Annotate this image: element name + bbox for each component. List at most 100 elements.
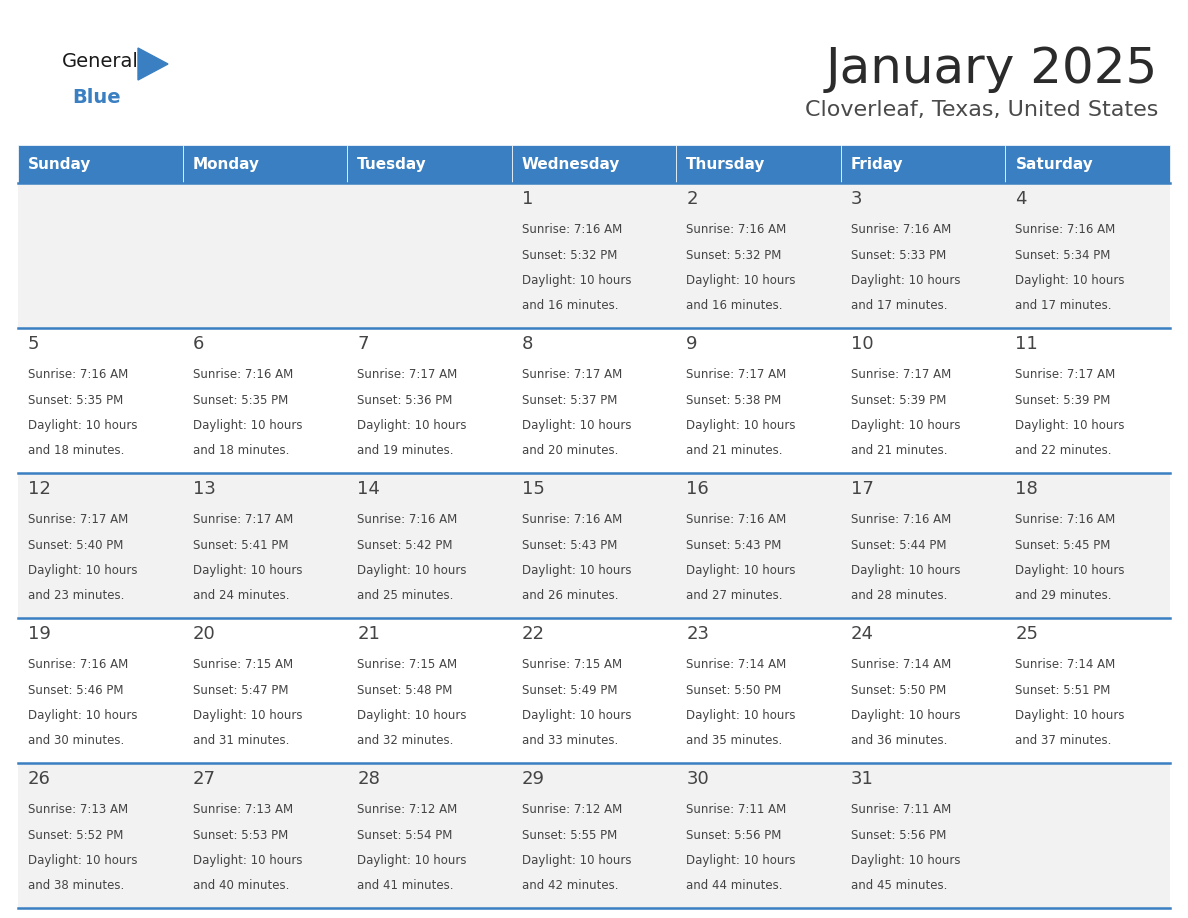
Text: and 22 minutes.: and 22 minutes. [1016, 444, 1112, 457]
Text: Daylight: 10 hours: Daylight: 10 hours [687, 274, 796, 287]
Bar [18, 473, 183, 618]
Text: 13: 13 [192, 480, 215, 498]
Text: 25: 25 [1016, 625, 1038, 643]
Text: and 27 minutes.: and 27 minutes. [687, 589, 783, 602]
Text: and 45 minutes.: and 45 minutes. [851, 879, 947, 892]
Bar [183, 763, 347, 908]
Text: Daylight: 10 hours: Daylight: 10 hours [358, 854, 467, 868]
Text: 19: 19 [29, 625, 51, 643]
Bar [1005, 473, 1170, 618]
Text: Sunrise: 7:14 AM: Sunrise: 7:14 AM [851, 658, 952, 671]
Text: Sunrise: 7:11 AM: Sunrise: 7:11 AM [851, 803, 952, 816]
Text: 30: 30 [687, 770, 709, 788]
Text: Sunrise: 7:15 AM: Sunrise: 7:15 AM [358, 658, 457, 671]
Text: Sunrise: 7:16 AM: Sunrise: 7:16 AM [687, 513, 786, 526]
Text: 26: 26 [29, 770, 51, 788]
Text: Sunrise: 7:14 AM: Sunrise: 7:14 AM [687, 658, 786, 671]
Text: Daylight: 10 hours: Daylight: 10 hours [1016, 274, 1125, 287]
Text: Sunset: 5:41 PM: Sunset: 5:41 PM [192, 539, 287, 552]
Text: and 21 minutes.: and 21 minutes. [851, 444, 947, 457]
Text: 17: 17 [851, 480, 873, 498]
Text: Sunset: 5:56 PM: Sunset: 5:56 PM [687, 829, 782, 842]
Text: 7: 7 [358, 335, 368, 353]
Bar [183, 473, 347, 618]
Text: Daylight: 10 hours: Daylight: 10 hours [29, 854, 138, 868]
Text: 31: 31 [851, 770, 873, 788]
Text: Sunset: 5:35 PM: Sunset: 5:35 PM [29, 394, 124, 407]
Text: Daylight: 10 hours: Daylight: 10 hours [192, 709, 302, 722]
Text: Sunset: 5:51 PM: Sunset: 5:51 PM [1016, 684, 1111, 697]
Bar [183, 183, 347, 328]
Text: Sunset: 5:55 PM: Sunset: 5:55 PM [522, 829, 617, 842]
Text: and 20 minutes.: and 20 minutes. [522, 444, 618, 457]
Text: Sunrise: 7:17 AM: Sunrise: 7:17 AM [522, 368, 623, 381]
Text: 16: 16 [687, 480, 709, 498]
Text: Sunset: 5:39 PM: Sunset: 5:39 PM [851, 394, 946, 407]
Bar [18, 328, 183, 473]
Text: 15: 15 [522, 480, 544, 498]
Text: 18: 18 [1016, 480, 1038, 498]
Text: Sunset: 5:52 PM: Sunset: 5:52 PM [29, 829, 124, 842]
Text: Sunrise: 7:15 AM: Sunrise: 7:15 AM [522, 658, 621, 671]
Bar [676, 473, 841, 618]
Text: 12: 12 [29, 480, 51, 498]
Text: Sunrise: 7:16 AM: Sunrise: 7:16 AM [851, 513, 952, 526]
Text: and 17 minutes.: and 17 minutes. [851, 299, 947, 312]
Text: Sunset: 5:54 PM: Sunset: 5:54 PM [358, 829, 453, 842]
Text: Daylight: 10 hours: Daylight: 10 hours [192, 564, 302, 577]
Text: 11: 11 [1016, 335, 1038, 353]
Bar [18, 618, 183, 763]
Text: Sunrise: 7:17 AM: Sunrise: 7:17 AM [29, 513, 128, 526]
Text: and 38 minutes.: and 38 minutes. [29, 879, 125, 892]
Text: Daylight: 10 hours: Daylight: 10 hours [522, 420, 631, 432]
Text: and 16 minutes.: and 16 minutes. [522, 299, 618, 312]
Text: Daylight: 10 hours: Daylight: 10 hours [358, 564, 467, 577]
Text: and 42 minutes.: and 42 minutes. [522, 879, 618, 892]
Bar [512, 183, 676, 328]
Bar [512, 328, 676, 473]
Text: Blue: Blue [72, 88, 121, 107]
Bar [347, 328, 512, 473]
Text: and 29 minutes.: and 29 minutes. [1016, 589, 1112, 602]
Text: and 24 minutes.: and 24 minutes. [192, 589, 289, 602]
Bar [841, 763, 1005, 908]
Text: Sunset: 5:37 PM: Sunset: 5:37 PM [522, 394, 617, 407]
Text: Sunset: 5:45 PM: Sunset: 5:45 PM [1016, 539, 1111, 552]
Polygon shape [138, 48, 168, 80]
Text: Sunrise: 7:16 AM: Sunrise: 7:16 AM [358, 513, 457, 526]
Text: Sunrise: 7:11 AM: Sunrise: 7:11 AM [687, 803, 786, 816]
Text: 5: 5 [29, 335, 39, 353]
Text: and 33 minutes.: and 33 minutes. [522, 734, 618, 747]
Text: Daylight: 10 hours: Daylight: 10 hours [358, 420, 467, 432]
Bar [183, 145, 347, 183]
Text: 1: 1 [522, 190, 533, 208]
Text: 24: 24 [851, 625, 874, 643]
Bar [347, 183, 512, 328]
Bar [347, 473, 512, 618]
Text: 6: 6 [192, 335, 204, 353]
Text: Sunrise: 7:12 AM: Sunrise: 7:12 AM [522, 803, 623, 816]
Text: Sunrise: 7:16 AM: Sunrise: 7:16 AM [851, 223, 952, 236]
Text: Sunrise: 7:16 AM: Sunrise: 7:16 AM [1016, 223, 1116, 236]
Text: 14: 14 [358, 480, 380, 498]
Text: Sunset: 5:32 PM: Sunset: 5:32 PM [522, 249, 617, 262]
Bar [841, 473, 1005, 618]
Text: Sunrise: 7:16 AM: Sunrise: 7:16 AM [1016, 513, 1116, 526]
Text: Sunrise: 7:17 AM: Sunrise: 7:17 AM [192, 513, 292, 526]
Text: Sunset: 5:44 PM: Sunset: 5:44 PM [851, 539, 947, 552]
Text: and 17 minutes.: and 17 minutes. [1016, 299, 1112, 312]
Text: Daylight: 10 hours: Daylight: 10 hours [851, 854, 960, 868]
Text: Sunset: 5:40 PM: Sunset: 5:40 PM [29, 539, 124, 552]
Text: Sunrise: 7:16 AM: Sunrise: 7:16 AM [522, 223, 623, 236]
Text: and 36 minutes.: and 36 minutes. [851, 734, 947, 747]
Text: Sunset: 5:46 PM: Sunset: 5:46 PM [29, 684, 124, 697]
Text: Sunrise: 7:14 AM: Sunrise: 7:14 AM [1016, 658, 1116, 671]
Text: Sunset: 5:50 PM: Sunset: 5:50 PM [687, 684, 782, 697]
Text: Friday: Friday [851, 156, 904, 172]
Text: 21: 21 [358, 625, 380, 643]
Text: Daylight: 10 hours: Daylight: 10 hours [522, 274, 631, 287]
Text: Sunset: 5:56 PM: Sunset: 5:56 PM [851, 829, 946, 842]
Text: Sunset: 5:39 PM: Sunset: 5:39 PM [1016, 394, 1111, 407]
Bar [18, 763, 183, 908]
Bar [1005, 328, 1170, 473]
